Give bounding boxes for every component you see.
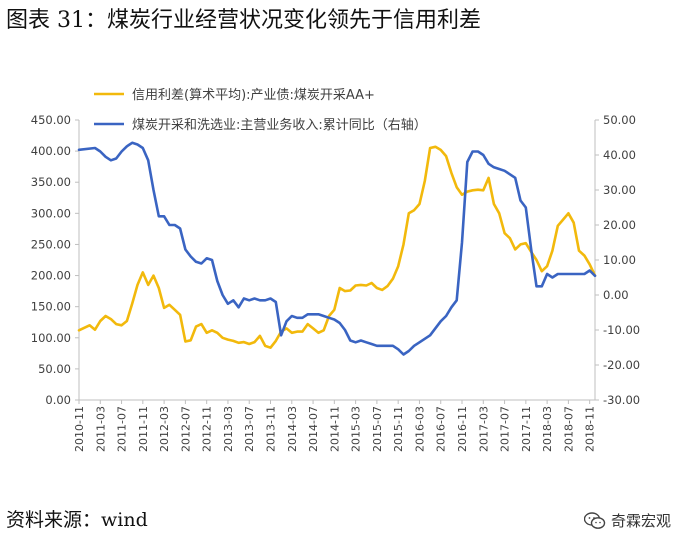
x-tick-label: 2014-03 <box>286 406 299 452</box>
y-right-tick-label: -30.00 <box>603 393 640 407</box>
y-left-tick-label: 250.00 <box>31 237 71 251</box>
series-line-2 <box>77 141 597 356</box>
x-tick-label: 2013-11 <box>265 406 278 452</box>
x-tick-label: 2014-07 <box>307 406 320 452</box>
chart-container: 0.00 50.00 100.00 150.00 200.00 250.00 300.00 3… <box>0 70 691 490</box>
x-tick-label: 2016-03 <box>413 406 426 452</box>
x-tick-label: 2013-07 <box>243 406 256 452</box>
x-tick-label: 2014-11 <box>328 406 341 452</box>
x-tick-label: 2011-07 <box>116 406 129 452</box>
y-right-tick-label: -20.00 <box>603 358 640 372</box>
x-tick-label: 2018-03 <box>541 406 554 452</box>
y-right-tick-label: 20.00 <box>603 218 636 232</box>
y-left-tick-label: 200.00 <box>31 269 71 283</box>
x-tick-label: 2012-11 <box>201 406 214 452</box>
x-tick-label: 2018-11 <box>584 406 597 452</box>
page-title: 图表 31：煤炭行业经营状况变化领先于信用利差 <box>6 8 481 33</box>
y-right-tick-label: 30.00 <box>603 183 636 197</box>
y-left-tick-label: 100.00 <box>31 331 71 345</box>
x-tick-label: 2012-07 <box>179 406 192 452</box>
x-tick-label: 2016-07 <box>435 406 448 452</box>
source-note: 资料来源：wind <box>6 509 148 531</box>
x-tick-label: 2018-07 <box>562 406 575 452</box>
wechat-icon <box>583 511 606 529</box>
legend-label-1: 信用利差(算术平均):产业债:煤炭开采AA+ <box>132 88 375 103</box>
y-right-tick-label: 40.00 <box>603 148 636 162</box>
watermark-text: 奇霖宏观 <box>610 512 671 530</box>
x-tick-label: 2012-03 <box>158 406 171 452</box>
y-right-tick-label: 10.00 <box>603 253 636 267</box>
x-tick-label: 2011-03 <box>94 406 107 452</box>
y-left-tick-label: 300.00 <box>31 206 71 220</box>
x-tick-label: 2017-07 <box>499 406 512 452</box>
y-left-tick-label: 0.00 <box>45 393 71 407</box>
y-left-tick-label: 400.00 <box>31 144 71 158</box>
x-tick-label: 2015-07 <box>371 406 384 452</box>
legend-label-2: 煤炭开采和洗选业:主营业务收入:累计同比（右轴） <box>132 117 427 133</box>
x-tick-label: 2017-03 <box>477 406 490 452</box>
y-left-tick-label: 450.00 <box>31 113 71 127</box>
series-line-1 <box>77 145 597 349</box>
x-tick-label: 2010-11 <box>73 406 86 452</box>
y-right-tick-label: 0.00 <box>603 288 629 302</box>
x-tick-label: 2011-11 <box>137 406 150 452</box>
x-tick-label: 2016-11 <box>456 406 469 452</box>
y-left-tick-label: 350.00 <box>31 175 71 189</box>
y-right-tick-label: -10.00 <box>603 323 640 337</box>
y-left-tick-label: 50.00 <box>38 362 71 376</box>
dual-axis-line-chart: 0.00 50.00 100.00 150.00 200.00 250.00 300.00 3… <box>31 88 640 452</box>
x-tick-label: 2017-11 <box>520 406 533 452</box>
watermark: 奇霖宏观 <box>583 510 671 531</box>
x-tick-label: 2013-03 <box>222 406 235 452</box>
y-left-tick-label: 150.00 <box>31 300 71 314</box>
y-right-tick-label: 50.00 <box>603 113 636 127</box>
x-tick-label: 2015-11 <box>392 406 405 452</box>
x-tick-label: 2015-03 <box>350 406 363 452</box>
